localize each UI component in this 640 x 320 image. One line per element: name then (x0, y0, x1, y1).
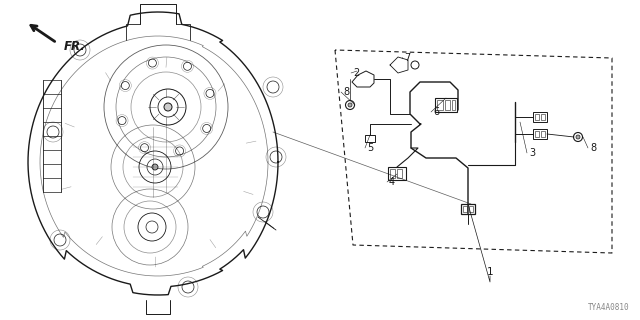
Circle shape (164, 103, 172, 111)
Bar (388, 167, 406, 180)
Text: TYA4A0810: TYA4A0810 (588, 303, 630, 312)
Bar (397, 169, 402, 178)
Bar (541, 131, 545, 137)
Bar (535, 131, 539, 137)
Bar (463, 206, 467, 212)
Text: 6: 6 (433, 107, 439, 117)
Text: FR.: FR. (64, 40, 86, 53)
Bar (533, 112, 547, 122)
Text: 8: 8 (590, 143, 596, 153)
Bar (452, 100, 455, 110)
Text: 4: 4 (389, 177, 395, 187)
Bar (535, 114, 539, 120)
Circle shape (152, 164, 158, 170)
Text: 1: 1 (486, 267, 493, 277)
Bar (541, 114, 545, 120)
Text: 5: 5 (367, 143, 373, 153)
Text: 8: 8 (343, 87, 349, 97)
Text: 3: 3 (529, 148, 535, 158)
Bar (435, 98, 457, 112)
Bar (445, 100, 450, 110)
Circle shape (348, 103, 352, 107)
Bar (390, 169, 395, 178)
Bar (437, 100, 443, 110)
Text: 2: 2 (353, 68, 359, 78)
Bar (469, 206, 473, 212)
Bar (461, 204, 475, 214)
Bar (365, 135, 375, 142)
Text: 7: 7 (404, 53, 410, 63)
Bar (533, 129, 547, 139)
Circle shape (576, 135, 580, 139)
